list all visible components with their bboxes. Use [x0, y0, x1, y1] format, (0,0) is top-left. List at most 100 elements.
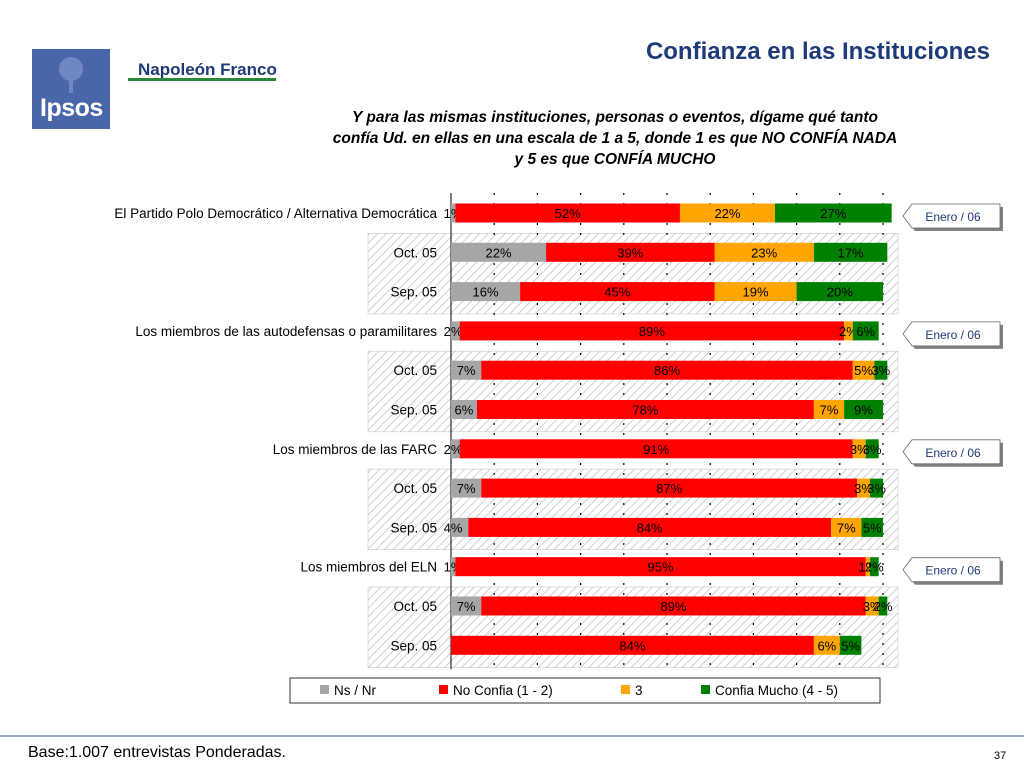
data-label: 2%: [444, 442, 463, 457]
ipsos-logo: Ipsos: [32, 49, 110, 129]
data-label: 7%: [837, 520, 856, 535]
bar-segment: [714, 282, 797, 302]
base-note: Base:1.007 entrevistas Ponderadas.: [28, 744, 286, 761]
data-label: 22%: [714, 206, 740, 221]
data-label: 78%: [632, 403, 658, 418]
callout-text: Enero / 06: [925, 446, 981, 460]
bar-segment: [870, 478, 883, 498]
bar-segment: [476, 400, 814, 419]
data-label: 86%: [654, 363, 680, 378]
legend-swatch: [621, 685, 630, 694]
legend-box: [289, 677, 881, 704]
bar-segment: [451, 400, 477, 419]
data-label: 3%: [863, 442, 882, 457]
bar-segment: [844, 400, 883, 419]
data-label: 17%: [838, 245, 864, 260]
category-label: Los miembros de las autodefensas o param…: [135, 324, 437, 339]
bar-segment: [455, 203, 680, 223]
data-label: 7%: [820, 403, 839, 418]
page-title: Confianza en las Instituciones: [645, 38, 990, 65]
legend-swatch: [701, 685, 710, 694]
data-label: 84%: [619, 638, 645, 653]
bars: 1% 52% 22% 27%22% 39% 23% 17%16% 45% 19% 20%2% 89%…: [444, 203, 893, 655]
data-label: 7%: [457, 599, 476, 614]
bar-segment: [481, 596, 866, 616]
bar-segment: [481, 478, 858, 498]
category-label: Los miembros del ELN: [300, 560, 437, 575]
bar-segment: [813, 400, 845, 419]
bar-segment: [451, 557, 456, 577]
bar-segment: [861, 517, 883, 537]
confidence-chart: 1% 52% 22% 27%22% 39% 23% 17%16% 45% 19% 20%2% 89%…: [114, 193, 1003, 704]
bar-segment: [451, 439, 460, 459]
bar-segment: [451, 203, 456, 223]
bar-segment: [451, 360, 482, 380]
data-label: 89%: [639, 324, 665, 339]
bar-segment: [459, 321, 845, 341]
data-label: 22%: [486, 245, 512, 260]
bar-segment: [813, 242, 888, 262]
category-label: Oct. 05: [393, 245, 437, 260]
category-labels: El Partido Polo Democrático / Alternativ…: [114, 206, 437, 653]
brand-name: Napoleón Franco: [138, 60, 277, 79]
bar-segment: [870, 557, 879, 577]
data-label: 95%: [648, 560, 674, 575]
bar-segment: [451, 478, 482, 498]
bar-segment: [481, 360, 853, 380]
callout-enero: Enero / 06: [902, 321, 1003, 349]
data-label: 16%: [473, 285, 499, 300]
data-label: 4%: [444, 520, 463, 535]
data-label: 2%: [865, 560, 884, 575]
data-label: 52%: [555, 206, 581, 221]
bar-segment: [865, 596, 879, 616]
tree-icon: [59, 57, 83, 93]
bar-segment: [451, 282, 521, 302]
logo-text: Ipsos: [40, 94, 103, 122]
category-label: Sep. 05: [390, 285, 437, 300]
legend-entry: Confia Mucho (4 - 5): [715, 683, 838, 698]
bar-segment: [831, 517, 862, 537]
callout-enero: Enero / 06: [902, 203, 1003, 231]
bar-segment: [813, 635, 840, 655]
legend-swatch: [320, 685, 329, 694]
data-label: 3%: [871, 363, 890, 378]
bar-segment: [714, 242, 814, 262]
bar-segment: [451, 596, 482, 616]
category-label: Sep. 05: [390, 638, 437, 653]
callout-text: Enero / 06: [925, 564, 981, 578]
bar-segment: [546, 242, 715, 262]
bar-segment: [451, 635, 814, 655]
legend-swatch: [439, 685, 448, 694]
bar-segment: [878, 596, 888, 616]
data-label: 7%: [457, 363, 476, 378]
bar-segment: [874, 360, 888, 380]
bar-segment: [852, 321, 879, 341]
callout-enero: Enero / 06: [902, 439, 1003, 467]
data-label: 3%: [854, 481, 873, 496]
data-label: 5%: [841, 638, 860, 653]
data-label: 45%: [604, 285, 630, 300]
bar-segment: [451, 517, 469, 537]
callouts: Enero / 06 Enero / 06 Enero / 06 Enero / 06: [902, 203, 1003, 585]
bar-segment: [679, 203, 775, 223]
data-label: 84%: [637, 520, 663, 535]
category-label: Sep. 05: [390, 520, 437, 535]
bar-segment: [796, 282, 883, 302]
category-label: Los miembros de las FARC: [273, 442, 438, 457]
bar-segment: [459, 439, 853, 459]
legend-entry: Ns / Nr: [334, 683, 377, 698]
data-label: 20%: [827, 285, 853, 300]
data-label: 27%: [820, 206, 846, 221]
callout-enero: Enero / 06: [902, 557, 1003, 585]
data-label: 39%: [617, 245, 643, 260]
bar-segment: [852, 439, 866, 459]
bar-segment: [468, 517, 832, 537]
brand-underline: [128, 78, 276, 81]
data-label: 6%: [455, 403, 474, 418]
bar-segment: [857, 478, 871, 498]
callout-text: Enero / 06: [925, 210, 981, 224]
data-label: 7%: [457, 481, 476, 496]
legend-entry: No Confia (1 - 2): [453, 683, 553, 698]
bar-segment: [844, 321, 853, 341]
data-label: 5%: [854, 363, 873, 378]
